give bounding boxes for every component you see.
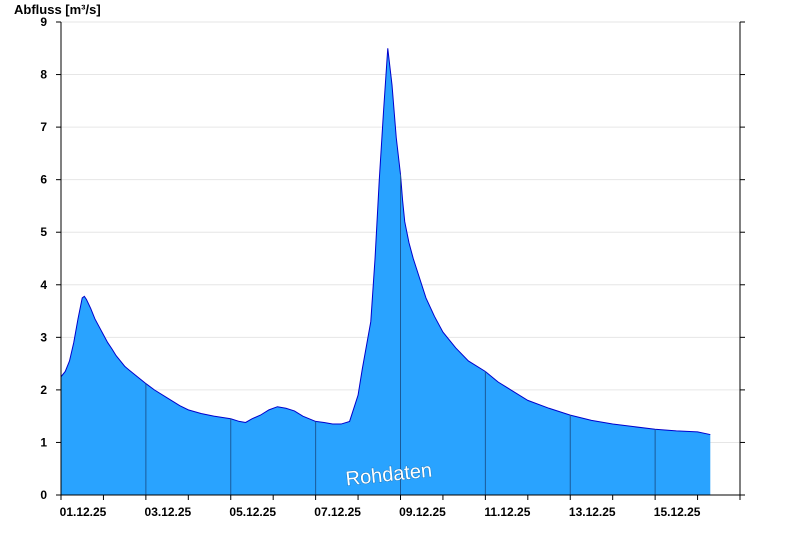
y-tick-label: 2: [40, 383, 47, 397]
y-tick-label: 3: [40, 330, 47, 344]
y-tick-label: 7: [40, 120, 47, 134]
axes: 0 1 2 3 4 5 6 7 8 9 01.12.25 03.12.25 05.12.25 07.12.…: [40, 15, 745, 519]
data-area: [60, 48, 711, 496]
y-tick-label: 8: [40, 68, 47, 82]
x-tick-label: 03.12.25: [145, 505, 192, 519]
y-axis-title: Abfluss [m³/s]: [14, 2, 101, 17]
discharge-line: [60, 48, 711, 436]
y-tick-label: 0: [40, 488, 47, 502]
y-tick-label: 9: [40, 15, 47, 29]
x-tick-label: 09.12.25: [399, 505, 446, 519]
x-tick-label: 11.12.25: [484, 505, 530, 519]
y-tick-label: 6: [40, 173, 47, 187]
y-tick-label: 4: [40, 278, 47, 292]
y-tick-label: 1: [40, 435, 47, 449]
x-tick-label: 15.12.25: [654, 505, 701, 519]
x-tick-label: 13.12.25: [569, 505, 616, 519]
x-tick-label: 07.12.25: [314, 505, 361, 519]
y-tick-label: 5: [40, 225, 47, 239]
x-tick-label: 01.12.25: [60, 505, 107, 519]
discharge-area: [61, 48, 711, 496]
x-tick-label: 05.12.25: [229, 505, 276, 519]
